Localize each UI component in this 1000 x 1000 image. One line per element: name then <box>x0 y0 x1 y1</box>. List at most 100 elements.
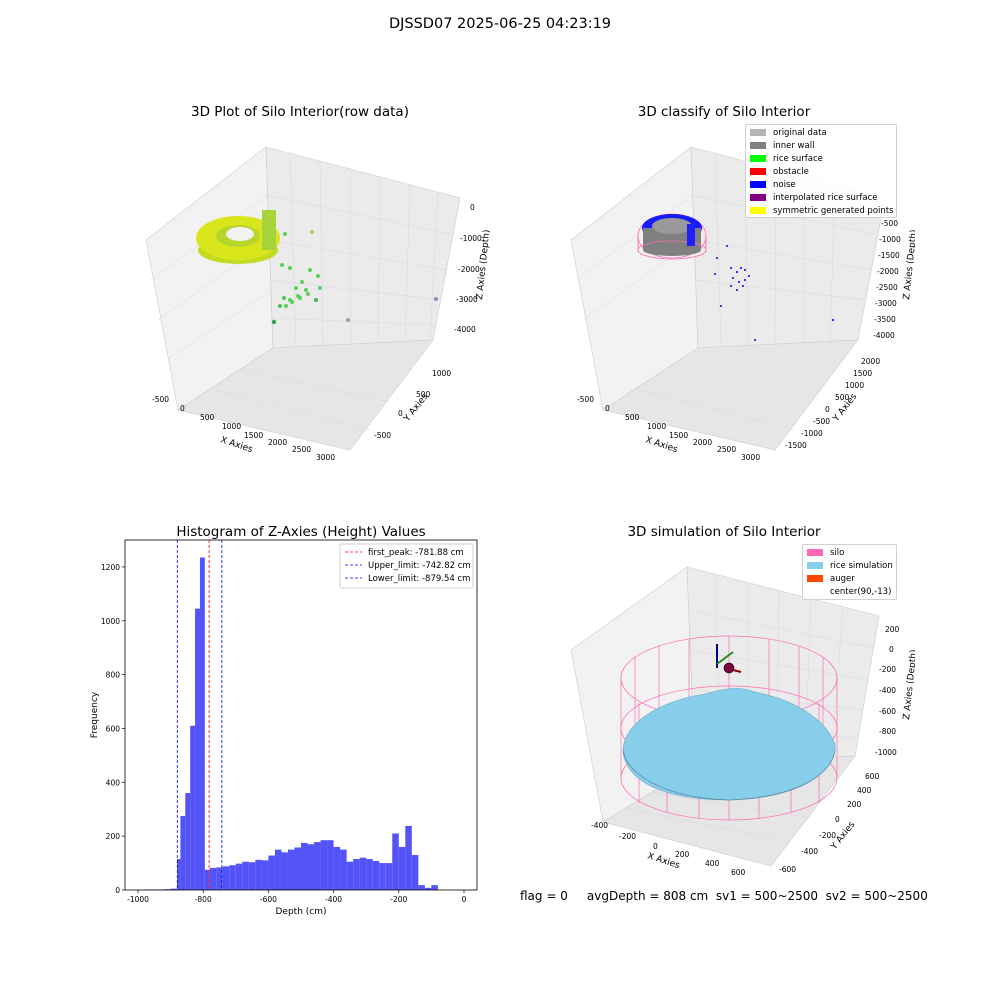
y-tick-label: 1000 <box>101 617 120 626</box>
auger-marker <box>716 644 742 674</box>
histogram-bar <box>255 859 262 890</box>
tick-label: -200 <box>619 832 636 841</box>
legend-swatch <box>750 168 766 175</box>
tick-label: 0 <box>470 203 475 212</box>
raw-scatter <box>271 230 438 325</box>
sim-x-ticks: -400 -200 0 200 400 600 <box>591 821 746 877</box>
plot-frame <box>124 539 478 891</box>
histogram-bar <box>242 861 249 890</box>
tick-label: -3000 <box>456 295 478 304</box>
sim-y-ticks: -600 -400 -200 0 200 400 600 <box>779 772 880 874</box>
legend-swatch <box>807 562 823 569</box>
tick-label: 0 <box>180 404 185 413</box>
y-tick-label: 400 <box>106 778 121 787</box>
histogram-bar <box>320 840 328 890</box>
sim-z-ticks: 200 0 -200 -400 -600 -800 -1000 <box>875 625 900 757</box>
histogram-bar <box>287 849 295 890</box>
tick-label: 0 <box>889 645 894 654</box>
histogram-bar <box>340 849 347 890</box>
tick-label: 1000 <box>222 422 241 431</box>
x-tick-label: -200 <box>390 895 407 904</box>
tick-label: 2000 <box>693 438 712 447</box>
noise-points <box>714 245 834 341</box>
tick-label: 0 <box>825 405 830 414</box>
histogram-bar <box>248 862 256 890</box>
tick-label: 200 <box>885 625 900 634</box>
tick-label: -2000 <box>877 267 899 276</box>
y-tick-label: 0 <box>115 886 120 895</box>
classify-x-ticks: -500 0 500 1000 1500 2000 2500 3000 <box>577 395 760 460</box>
tick-label: -400 <box>879 686 896 695</box>
tick-label: 500 <box>625 413 640 422</box>
histogram-bar <box>405 825 412 890</box>
histogram-bar <box>199 557 205 890</box>
classify-plot-title: 3D classify of Silo Interior <box>637 104 811 120</box>
histogram-bar <box>204 869 210 890</box>
tick-label: -1000 <box>879 235 901 244</box>
legend-label: rice surface <box>773 154 823 164</box>
x-tick-label: 0 <box>462 895 467 904</box>
y-tick-label: 600 <box>106 724 121 733</box>
tick-label: 2000 <box>861 357 880 366</box>
histogram-bar <box>359 857 367 890</box>
legend-label: first_peak: -781.88 cm <box>368 548 464 558</box>
histogram-bar <box>307 844 315 890</box>
histogram-bar <box>209 867 217 890</box>
histogram-bar <box>346 861 354 890</box>
legend-swatch <box>750 142 766 149</box>
tick-label: -800 <box>879 727 896 736</box>
legend-label: interpolated rice surface <box>773 193 878 203</box>
tick-label: 0 <box>398 409 403 418</box>
histogram-bar <box>261 860 269 890</box>
tick-label: 3000 <box>741 453 760 460</box>
histogram-bar <box>424 887 432 890</box>
histogram-bar <box>222 866 230 890</box>
tick-label: -1500 <box>878 251 900 260</box>
tick-label: -1000 <box>801 429 823 438</box>
tick-label: 1500 <box>244 431 263 440</box>
y-axis-ticks: 0 200 400 600 800 1000 1200 <box>101 563 125 895</box>
legend-label: noise <box>773 180 796 190</box>
tick-label: 1000 <box>845 381 864 390</box>
histogram-bar <box>398 846 406 890</box>
legend-swatch <box>807 549 823 556</box>
histogram-bar <box>385 863 393 890</box>
tick-label: 1000 <box>647 422 666 431</box>
histogram-bars <box>144 557 438 890</box>
classified-point-cloud <box>637 213 707 260</box>
tick-label: -4000 <box>454 325 476 334</box>
tick-label: -500 <box>374 431 391 440</box>
histogram-bar <box>216 867 223 890</box>
tick-label: 600 <box>731 868 746 877</box>
tick-label: -400 <box>801 847 818 856</box>
histogram-bar <box>164 889 171 890</box>
histogram-bar <box>294 847 301 890</box>
simulation-3d-plot: -400 -200 0 200 400 600 X Axies -600 -40… <box>570 566 915 877</box>
classify-legend: original data inner wall rice surface obsta… <box>745 124 897 218</box>
legend-swatch <box>750 155 766 162</box>
y-axis-label: Frequency <box>90 691 100 738</box>
tick-label: -600 <box>779 865 796 874</box>
classify-y-ticks: -1500 -1000 -500 0 500 1000 1500 2000 <box>785 357 880 450</box>
x-axis-label: Depth (cm) <box>275 907 326 917</box>
legend-swatch <box>750 181 766 188</box>
raw-y-ticks: -500 0 500 1000 <box>374 369 451 440</box>
classify-zlabel: Z Axies (Depth) <box>902 229 915 300</box>
legend-swatch <box>807 575 823 582</box>
reference-lines <box>176 540 223 890</box>
tick-label: 1500 <box>853 369 872 378</box>
sim-legend: silo rice simulation auger center(90,-13) <box>802 544 897 600</box>
legend-label: inner wall <box>773 141 814 151</box>
raw-z-ticks: 0 -1000 -2000 -3000 -4000 <box>454 203 482 334</box>
tick-label: -400 <box>591 821 608 830</box>
y-tick-label: 800 <box>106 671 121 680</box>
histogram-bar <box>372 860 380 890</box>
tick-label: 600 <box>865 772 880 781</box>
histogram-bar <box>314 842 321 890</box>
tick-label: -500 <box>577 395 594 404</box>
tick-label: 2000 <box>268 438 287 447</box>
tick-label: 400 <box>857 786 872 795</box>
figure-title: DJSSD07 2025-06-25 04:23:19 <box>388 16 612 32</box>
histogram-bar <box>418 885 425 890</box>
tick-label: 500 <box>200 413 215 422</box>
